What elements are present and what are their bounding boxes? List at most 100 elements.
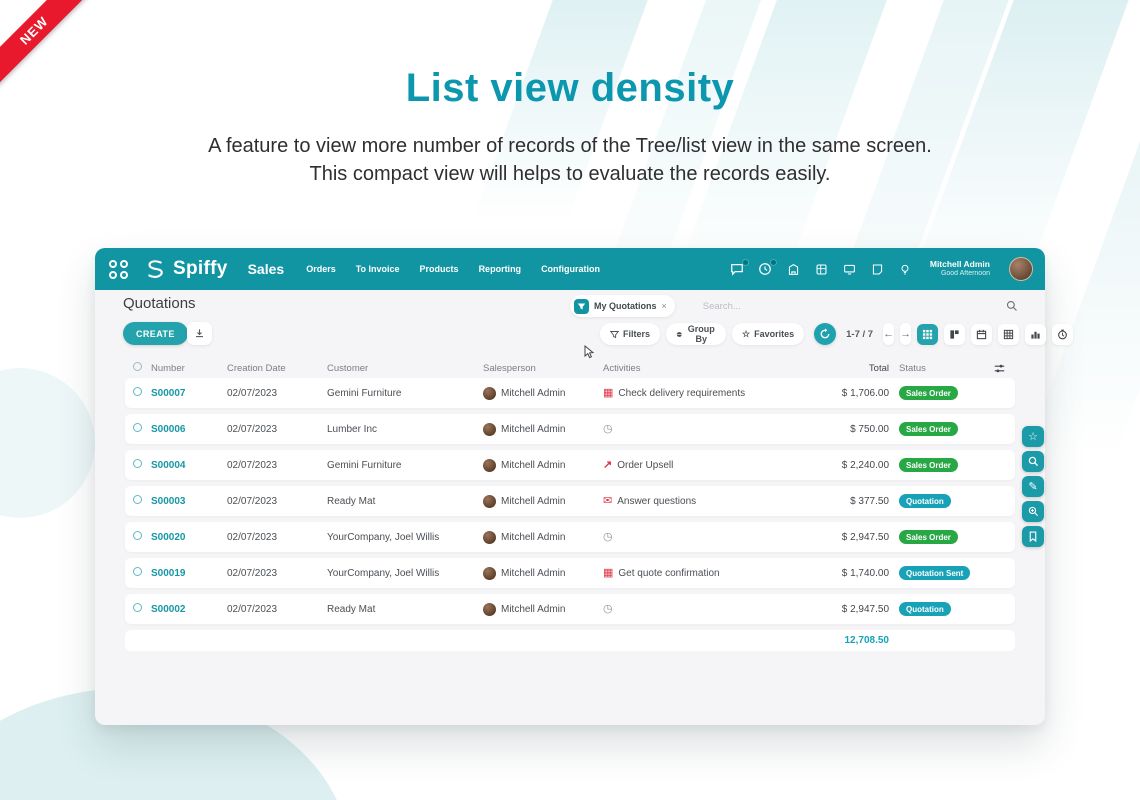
- table-row[interactable]: S00003 02/07/2023 Ready Mat Mitchell Adm…: [125, 486, 1015, 516]
- company-building-icon[interactable]: [786, 262, 801, 277]
- col-number[interactable]: Number: [151, 362, 185, 374]
- view-activity-button[interactable]: [1052, 323, 1074, 345]
- menu-item-configuration[interactable]: Configuration: [541, 264, 601, 274]
- col-activities[interactable]: Activities: [603, 362, 641, 374]
- funnel-icon: [610, 330, 619, 338]
- pencil-icon: ✎: [1028, 481, 1038, 493]
- table-row[interactable]: S00004 02/07/2023 Gemini Furniture Mitch…: [125, 450, 1015, 480]
- salesperson-avatar: [483, 566, 496, 580]
- star-icon: ☆: [742, 328, 751, 339]
- col-total[interactable]: Total: [868, 362, 889, 374]
- table-row[interactable]: S00007 02/07/2023 Gemini Furniture Mitch…: [125, 378, 1015, 408]
- col-status[interactable]: Status: [899, 362, 926, 374]
- row-checkbox[interactable]: [133, 495, 151, 507]
- breadcrumb-title: Quotations: [123, 295, 196, 312]
- view-list-button[interactable]: [917, 323, 939, 345]
- row-customer: YourCompany, Joel Willis: [327, 567, 440, 579]
- activity-clock-icon[interactable]: ◷: [603, 422, 613, 435]
- salesperson-avatar: [483, 494, 496, 508]
- lightbulb-icon[interactable]: [898, 262, 913, 277]
- select-all-checkbox[interactable]: [133, 362, 151, 374]
- search-tool-button[interactable]: [1022, 451, 1044, 472]
- export-button[interactable]: [187, 322, 212, 345]
- row-checkbox[interactable]: [133, 603, 151, 615]
- view-graph-button[interactable]: [1025, 323, 1047, 345]
- search-bar[interactable]: My Quotations × Search...: [570, 294, 1018, 318]
- messages-icon[interactable]: [730, 258, 749, 277]
- kanban-view-icon: [950, 329, 959, 339]
- row-total: $ 750.00: [850, 423, 889, 435]
- view-calendar-button[interactable]: [971, 323, 993, 345]
- zoom-tool-button[interactable]: [1022, 501, 1044, 522]
- row-salesperson: Mitchell Admin: [501, 495, 566, 507]
- row-checkbox[interactable]: [133, 387, 151, 399]
- filters-button[interactable]: Filters: [600, 323, 661, 345]
- status-badge: Sales Order: [899, 458, 958, 472]
- row-date: 02/07/2023: [227, 495, 278, 507]
- row-total: $ 1,740.00: [841, 567, 889, 579]
- row-customer: Ready Mat: [327, 603, 376, 615]
- apps-menu-icon[interactable]: [109, 259, 128, 279]
- menu-item-products[interactable]: Products: [419, 264, 459, 274]
- user-avatar[interactable]: [1009, 257, 1033, 281]
- salesperson-avatar: [483, 530, 496, 544]
- activity-clock-icon[interactable]: ◷: [603, 602, 613, 615]
- spreadsheet-icon[interactable]: [814, 262, 829, 277]
- mouse-cursor: [584, 345, 595, 359]
- screen-share-icon[interactable]: [842, 262, 857, 277]
- col-customer[interactable]: Customer: [327, 362, 369, 374]
- search-input[interactable]: Search...: [702, 300, 741, 312]
- row-checkbox[interactable]: [133, 423, 151, 435]
- menu-item-reporting[interactable]: Reporting: [478, 264, 522, 274]
- favorite-tool-button[interactable]: ☆: [1022, 426, 1044, 447]
- activity-clock-icon[interactable]: ◷: [603, 530, 613, 543]
- row-total: $ 2,947.50: [841, 603, 889, 615]
- brand-logo[interactable]: Spiffy: [142, 256, 228, 282]
- remove-filter-icon[interactable]: ×: [661, 301, 667, 311]
- menu-item-orders[interactable]: Orders: [306, 264, 336, 274]
- row-number[interactable]: S00019: [151, 567, 186, 579]
- table-row[interactable]: S00020 02/07/2023 YourCompany, Joel Will…: [125, 522, 1015, 552]
- view-pivot-button[interactable]: [998, 323, 1020, 345]
- row-number[interactable]: S00003: [151, 495, 186, 507]
- row-checkbox[interactable]: [133, 459, 151, 471]
- row-number[interactable]: S00007: [151, 387, 186, 399]
- side-toolbar: ☆ ✎: [1022, 426, 1044, 547]
- table-row[interactable]: S00019 02/07/2023 YourCompany, Joel Will…: [125, 558, 1015, 588]
- row-checkbox[interactable]: [133, 567, 151, 579]
- active-module[interactable]: Sales: [247, 261, 285, 277]
- activity-chart-icon[interactable]: ↗: [603, 458, 613, 471]
- activity-calendar-icon[interactable]: ▦: [603, 566, 614, 579]
- col-creation-date[interactable]: Creation Date: [227, 362, 286, 374]
- row-customer: Lumber Inc: [327, 423, 378, 435]
- row-number[interactable]: S00004: [151, 459, 186, 471]
- pager-next-button[interactable]: →: [900, 323, 912, 345]
- table-row[interactable]: S00002 02/07/2023 Ready Mat Mitchell Adm…: [125, 594, 1015, 624]
- view-kanban-button[interactable]: [944, 323, 966, 345]
- user-name: Mitchell Admin: [929, 259, 990, 269]
- create-button[interactable]: CREATE: [123, 322, 188, 345]
- menu-item-to-invoice[interactable]: To Invoice: [355, 264, 400, 274]
- activity-envelope-icon[interactable]: ✉: [603, 494, 613, 507]
- activities-clock-icon[interactable]: [758, 258, 777, 277]
- active-filter-chip[interactable]: My Quotations ×: [570, 295, 675, 317]
- optional-columns-button[interactable]: [981, 363, 1005, 374]
- activity-view-icon: [1058, 329, 1067, 339]
- favorites-button[interactable]: ☆ Favorites: [732, 323, 805, 345]
- pager-previous-button[interactable]: ←: [883, 323, 895, 345]
- col-salesperson[interactable]: Salesperson: [483, 362, 536, 374]
- row-number[interactable]: S00020: [151, 531, 186, 543]
- search-icon[interactable]: [1006, 300, 1018, 312]
- edit-tool-button[interactable]: ✎: [1022, 476, 1044, 497]
- note-icon[interactable]: [870, 262, 885, 277]
- bookmark-tool-button[interactable]: [1022, 526, 1044, 547]
- activity-calendar-icon[interactable]: ▦: [603, 386, 614, 399]
- row-number[interactable]: S00002: [151, 603, 186, 615]
- refresh-button[interactable]: [814, 323, 837, 345]
- row-checkbox[interactable]: [133, 531, 151, 543]
- row-number[interactable]: S00006: [151, 423, 186, 435]
- user-block[interactable]: Mitchell Admin Good Afternoon: [930, 259, 990, 279]
- table-row[interactable]: S00006 02/07/2023 Lumber Inc Mitchell Ad…: [125, 414, 1015, 444]
- pivot-view-icon: [1003, 329, 1014, 339]
- group-by-button[interactable]: Group By: [666, 323, 727, 345]
